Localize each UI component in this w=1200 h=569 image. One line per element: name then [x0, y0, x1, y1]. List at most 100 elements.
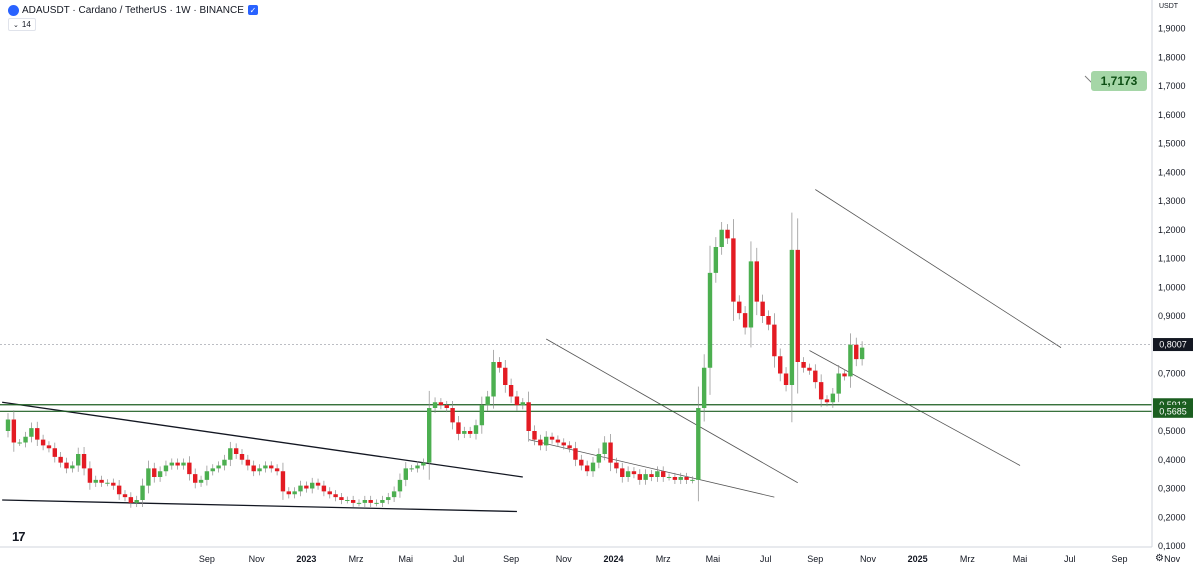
candle-up[interactable]	[748, 261, 754, 328]
candle-down[interactable]	[11, 419, 17, 443]
candle-down[interactable]	[46, 445, 52, 449]
candle-up[interactable]	[479, 405, 485, 426]
candle-down[interactable]	[725, 229, 730, 239]
plot-area[interactable]	[0, 189, 1152, 513]
candle-up[interactable]	[140, 485, 145, 500]
candle-up[interactable]	[678, 477, 683, 480]
trend-line[interactable]	[815, 189, 1062, 348]
candle-down[interactable]	[467, 431, 473, 434]
candle-up[interactable]	[70, 465, 75, 469]
candle-up[interactable]	[257, 468, 262, 472]
candle-up[interactable]	[544, 436, 549, 446]
candle-down[interactable]	[842, 373, 847, 377]
candle-down[interactable]	[64, 462, 69, 469]
candle-up[interactable]	[491, 362, 496, 397]
candle-up[interactable]	[5, 419, 11, 432]
candle-down[interactable]	[778, 356, 783, 374]
candle-up[interactable]	[386, 497, 391, 500]
candle-down[interactable]	[672, 477, 678, 480]
candle-down[interactable]	[573, 448, 578, 460]
candle-up[interactable]	[643, 474, 648, 480]
candle-up[interactable]	[216, 465, 221, 469]
candle-down[interactable]	[122, 494, 128, 498]
candle-down[interactable]	[637, 474, 642, 480]
candle-up[interactable]	[29, 428, 34, 437]
candle-up[interactable]	[105, 482, 110, 484]
candle-up[interactable]	[690, 479, 695, 481]
candle-down[interactable]	[444, 405, 449, 408]
candle-up[interactable]	[157, 471, 163, 477]
candle-up[interactable]	[263, 465, 268, 469]
candle-down[interactable]	[333, 494, 338, 498]
candle-down[interactable]	[286, 491, 291, 495]
candle-up[interactable]	[17, 442, 22, 444]
candle-down[interactable]	[438, 402, 444, 406]
candle-down[interactable]	[508, 385, 514, 397]
candle-up[interactable]	[93, 479, 98, 483]
candle-up[interactable]	[473, 425, 479, 434]
candle-up[interactable]	[427, 408, 432, 463]
candle-up[interactable]	[163, 465, 169, 472]
candle-down[interactable]	[175, 462, 180, 466]
candle-down[interactable]	[561, 442, 566, 446]
candle-down[interactable]	[152, 468, 157, 477]
candle-up[interactable]	[292, 491, 297, 495]
candle-up[interactable]	[719, 229, 724, 247]
candle-down[interactable]	[456, 422, 461, 434]
candle-down[interactable]	[754, 261, 759, 302]
candle-down[interactable]	[795, 249, 800, 362]
candle-down[interactable]	[737, 301, 742, 314]
candle-up[interactable]	[485, 396, 490, 406]
price-axis[interactable]: 1,9000 1,8000 1,7000 1,6000 1,5000 1,4000 1,30…	[1158, 24, 1186, 552]
candle-down[interactable]	[40, 439, 46, 446]
candle-up[interactable]	[462, 431, 467, 434]
candle-down[interactable]	[684, 477, 689, 480]
candle-down[interactable]	[251, 465, 256, 472]
candle-up[interactable]	[380, 500, 385, 503]
candle-down[interactable]	[368, 500, 373, 503]
candle-down[interactable]	[274, 468, 280, 472]
candle-down[interactable]	[450, 408, 455, 423]
candle-down[interactable]	[620, 468, 625, 477]
candle-up[interactable]	[602, 442, 607, 455]
candle-down[interactable]	[116, 485, 122, 495]
candle-down[interactable]	[239, 454, 245, 460]
candle-up[interactable]	[76, 454, 81, 466]
candle-up[interactable]	[848, 344, 853, 377]
candle-down[interactable]	[538, 439, 543, 446]
candle-up[interactable]	[403, 468, 408, 480]
candle-down[interactable]	[193, 474, 198, 483]
trend-line[interactable]	[2, 499, 517, 513]
candle-down[interactable]	[245, 459, 251, 466]
candle-down[interactable]	[854, 344, 859, 360]
candle-down[interactable]	[579, 459, 584, 466]
candle-up[interactable]	[397, 479, 403, 492]
candle-up[interactable]	[789, 249, 795, 385]
candle-up[interactable]	[210, 468, 215, 472]
candle-up[interactable]	[181, 462, 186, 466]
candle-down[interactable]	[111, 482, 116, 486]
candle-down[interactable]	[35, 428, 40, 440]
candle-up[interactable]	[362, 500, 368, 503]
candle-up[interactable]	[310, 482, 315, 489]
candle-down[interactable]	[503, 367, 508, 385]
candle-down[interactable]	[555, 439, 561, 443]
candle-down[interactable]	[760, 301, 765, 316]
candle-down[interactable]	[304, 485, 309, 489]
candle-up[interactable]	[298, 485, 303, 492]
candle-up[interactable]	[520, 402, 525, 406]
candle-down[interactable]	[813, 370, 818, 383]
candle-down[interactable]	[766, 316, 771, 325]
candle-down[interactable]	[315, 482, 321, 486]
candle-down[interactable]	[549, 436, 555, 440]
candle-up[interactable]	[169, 462, 174, 466]
candle-down[interactable]	[128, 497, 134, 503]
candle-down[interactable]	[280, 471, 286, 492]
candle-up[interactable]	[596, 454, 602, 463]
settings-icon[interactable]: ⚙	[1155, 553, 1164, 564]
candle-down[interactable]	[824, 399, 830, 403]
candle-down[interactable]	[350, 500, 356, 503]
candle-up[interactable]	[409, 468, 414, 470]
candle-up[interactable]	[222, 459, 227, 466]
